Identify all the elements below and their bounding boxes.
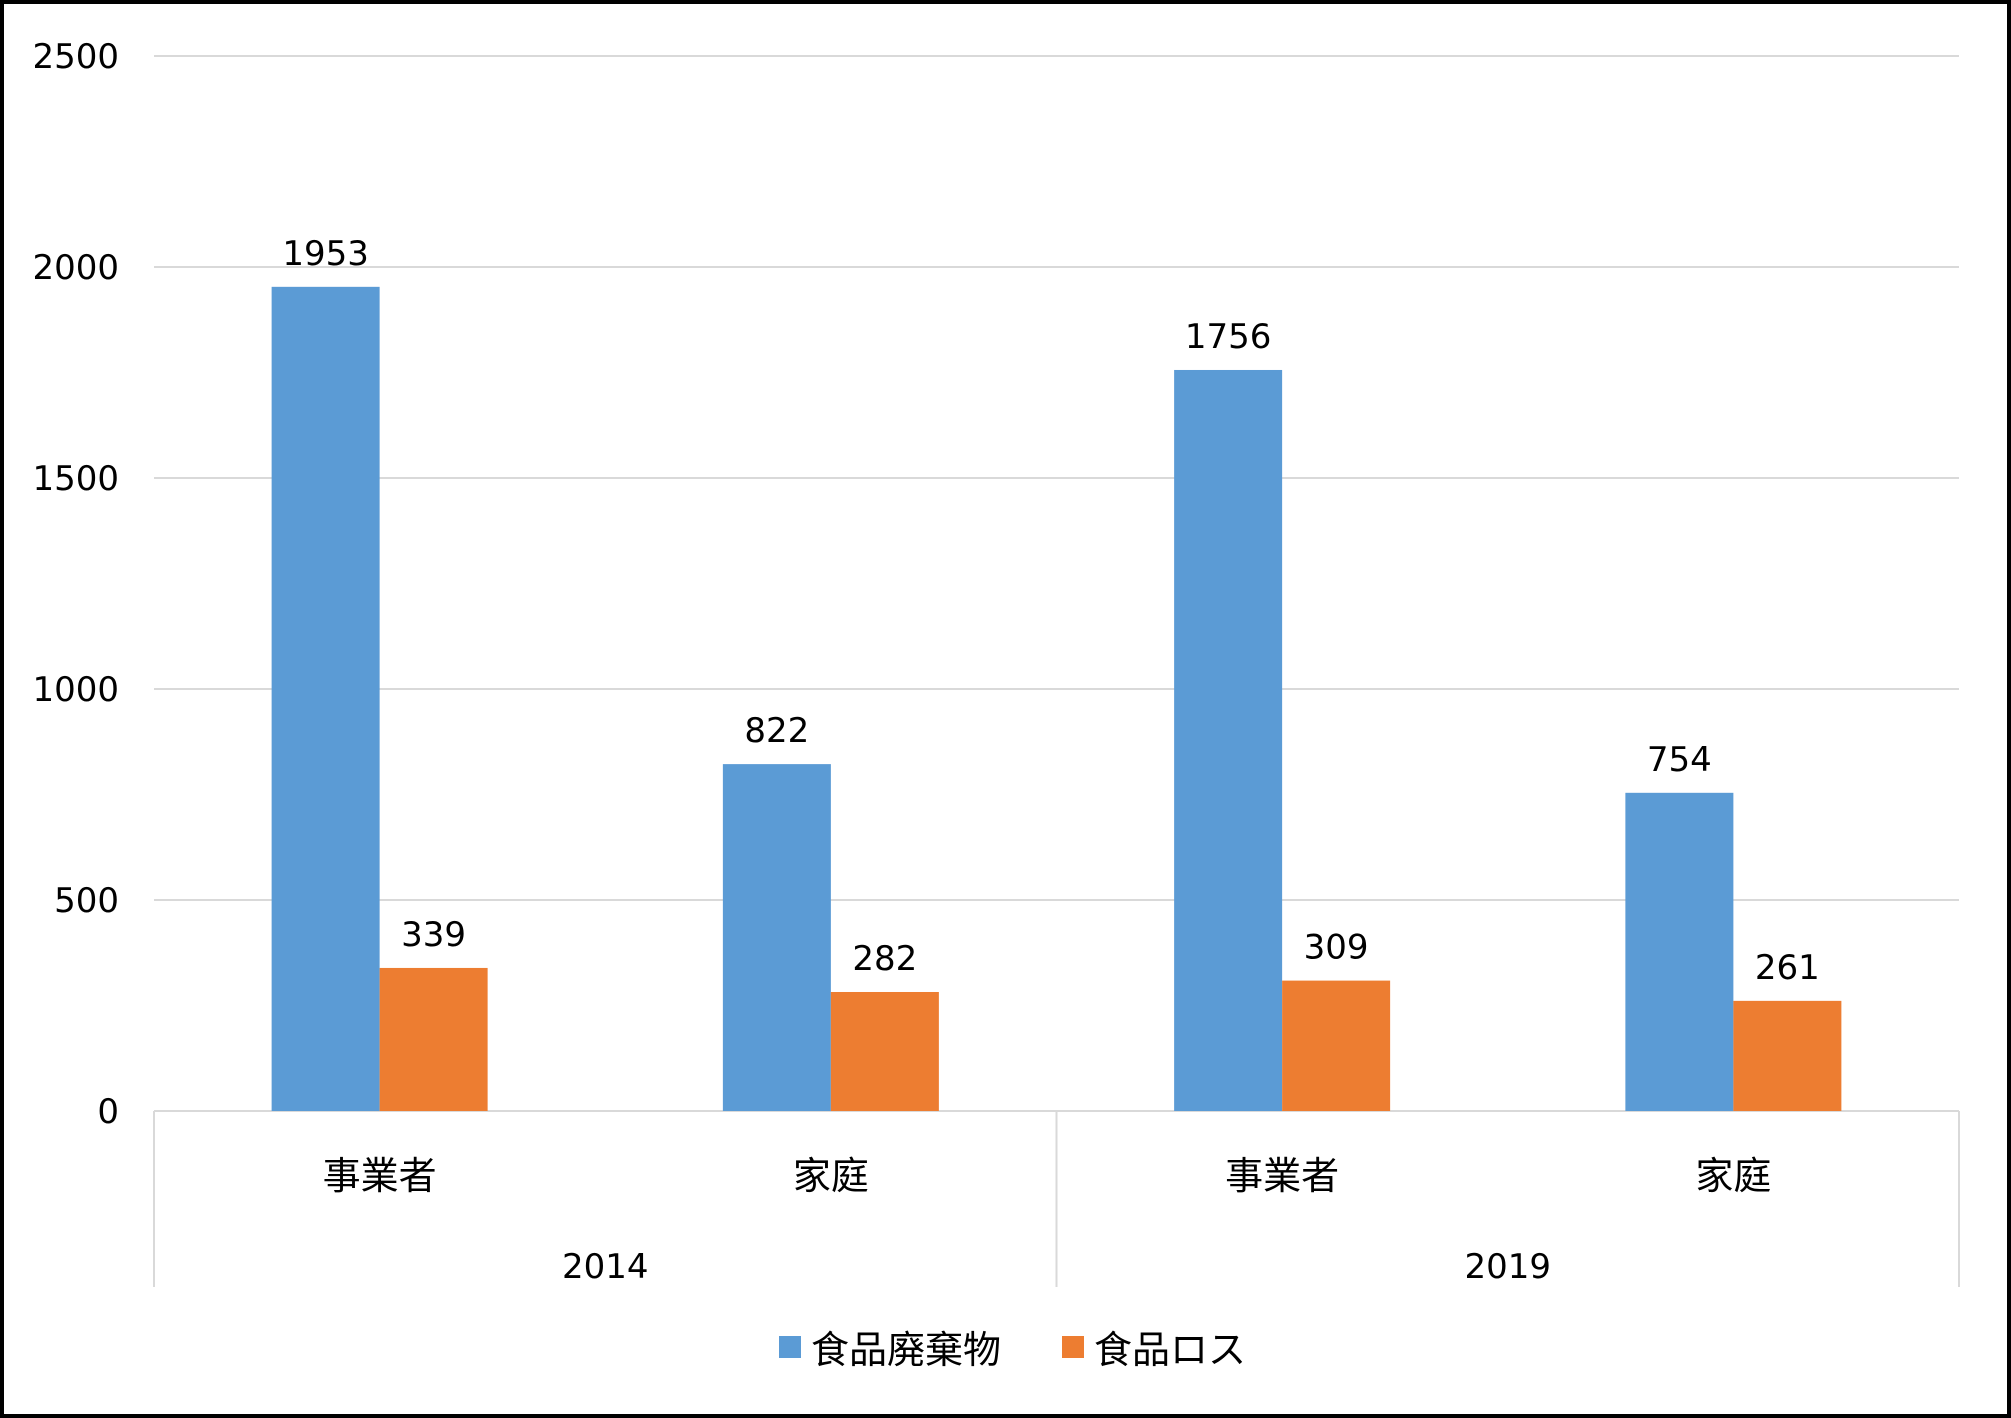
- bar-food-waste: [722, 764, 831, 1111]
- bar-food-loss: [830, 991, 939, 1111]
- bar-food-loss: [1733, 1000, 1842, 1111]
- y-tick-label: 500: [54, 881, 119, 921]
- y-tick-label: 0: [97, 1092, 119, 1132]
- bar-food-waste: [271, 286, 380, 1112]
- bar-chart: 0 500 1000 1500 2000 2500 1953 822 1756 754 339 282…: [32, 37, 1960, 1372]
- y-tick-label: 1500: [32, 459, 119, 499]
- data-label: 309: [1304, 928, 1369, 968]
- legend-swatch: [779, 1336, 801, 1358]
- x-category-label: 事業者: [323, 1154, 437, 1198]
- x-category-label: 事業者: [1225, 1154, 1339, 1198]
- x-group-label: 2014: [562, 1247, 649, 1287]
- bar-food-loss: [1282, 980, 1391, 1111]
- legend-swatch: [1062, 1336, 1084, 1358]
- bar-food-loss: [379, 967, 488, 1111]
- data-label: 339: [401, 915, 466, 955]
- legend-label: 食品廃棄物: [811, 1328, 1001, 1372]
- data-label: 282: [852, 939, 917, 979]
- data-label: 822: [744, 711, 809, 751]
- x-category-label: 家庭: [1695, 1154, 1771, 1198]
- y-tick-label: 2000: [32, 248, 119, 288]
- data-label: 754: [1647, 740, 1712, 780]
- y-tick-label: 1000: [32, 670, 119, 710]
- legend-label: 食品ロス: [1094, 1328, 1246, 1372]
- bar-food-waste: [1174, 369, 1283, 1111]
- y-tick-label: 2500: [32, 37, 119, 77]
- x-category-label: 家庭: [793, 1154, 869, 1198]
- bar-food-waste: [1625, 792, 1734, 1111]
- x-group-label: 2019: [1464, 1247, 1551, 1287]
- data-label: 1756: [1185, 317, 1272, 357]
- data-label: 261: [1755, 948, 1820, 988]
- data-label: 1953: [282, 234, 369, 274]
